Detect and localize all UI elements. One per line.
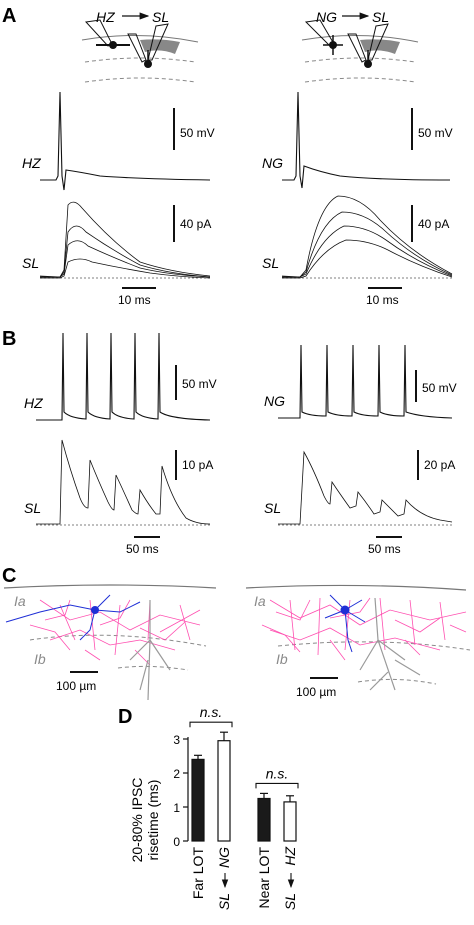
category-label: HZ SL (282, 847, 298, 911)
category-label-pre: Near LOT (256, 847, 272, 909)
time-scale-label: 10 ms (118, 293, 151, 307)
category-label: Far LOT (190, 847, 206, 900)
voltage-trace-label: NG (262, 155, 283, 171)
panel-a-right-title: NG SL (316, 9, 389, 25)
bar (257, 797, 271, 842)
voltage-trace-single-spike (282, 91, 451, 189)
chart-bars (191, 731, 297, 842)
bar (217, 740, 231, 842)
voltage-scale-label: 50 mV (182, 377, 217, 391)
ipsc-traces (281, 195, 453, 279)
y-tick-label: 1 (173, 801, 180, 815)
current-trace-label: SL (24, 500, 41, 516)
current-scale-label: 40 pA (180, 217, 211, 231)
current-scale-bar: 20 pA (417, 450, 455, 480)
morphology-scale-label: 100 µm (56, 679, 96, 693)
pair-post-label: SL (372, 9, 389, 25)
current-scale-bar: 40 pA (173, 205, 211, 242)
time-scale-bar: 50 ms (368, 536, 402, 556)
time-scale-bar: 10 ms (366, 287, 402, 307)
time-scale-label: 10 ms (366, 293, 399, 307)
y-tick-label: 2 (173, 767, 180, 781)
current-trace-label: SL (264, 500, 281, 516)
ipsc-train-trace (36, 439, 211, 525)
category-label: NG SL (216, 847, 232, 910)
bar (283, 801, 297, 842)
time-scale-bar: 10 ms (118, 287, 156, 307)
morphology-reconstruction-right (245, 584, 471, 691)
category-label-post: SL (282, 893, 298, 910)
panel-letter-c: C (2, 565, 16, 587)
voltage-train-trace (36, 332, 211, 421)
y-axis-title: 20-80% IPSC risetime (ms) (129, 778, 161, 863)
bar-chart: 20-80% IPSC risetime (ms) 0 1 2 3 n.s.n.s. … (129, 704, 299, 911)
morphology-scale-bar: 100 µm (296, 677, 338, 699)
pair-pre-label: HZ (96, 9, 115, 25)
significance-bracket (189, 721, 233, 728)
panel-a-left-title: HZ SL (96, 9, 169, 25)
category-label-pre: NG (216, 847, 232, 868)
morphology-scale-label: 100 µm (296, 685, 336, 699)
panel-letter-d: D (118, 706, 132, 728)
category-label-pre: Far LOT (190, 847, 206, 900)
layer-label-top: Ia (14, 593, 26, 609)
voltage-trace-label: NG (264, 393, 285, 409)
chart-significance: n.s. n.s. (189, 704, 299, 789)
morphology-reconstruction-left (3, 584, 217, 701)
layer-label-bottom: Ib (34, 651, 46, 667)
current-scale-bar: 40 pA (411, 205, 449, 242)
current-scale-label: 20 pA (424, 458, 455, 472)
chart-category-labels: Far LOT NG SL Near LOT HZ SL (190, 847, 298, 911)
time-scale-bar: 50 ms (126, 536, 160, 556)
voltage-scale-bar: 50 mV (175, 365, 217, 400)
layer-label-bottom: Ib (276, 651, 288, 667)
voltage-trace-label: HZ (22, 155, 41, 171)
category-label-pre: HZ (282, 847, 298, 866)
time-scale-label: 50 ms (368, 542, 401, 556)
y-axis-title-line2: risetime (ms) (145, 780, 161, 861)
current-scale-label: 40 pA (418, 217, 449, 231)
voltage-trace-label: HZ (24, 395, 43, 411)
ipsc-traces (39, 201, 211, 279)
panel-letter-a: A (2, 5, 16, 27)
current-trace-label: SL (262, 255, 279, 271)
pair-post-label: SL (152, 9, 169, 25)
category-label: Near LOT (256, 847, 272, 909)
pair-pre-label: NG (316, 9, 337, 25)
layer-label-top: Ia (254, 593, 266, 609)
category-label-post: SL (216, 893, 232, 910)
recording-schematic-right (301, 19, 419, 83)
voltage-scale-bar: 50 mV (411, 108, 453, 150)
voltage-trace-single-spike (40, 91, 211, 191)
recording-schematic-left (81, 19, 199, 83)
current-trace-label: SL (22, 255, 39, 271)
voltage-scale-label: 50 mV (180, 126, 215, 140)
current-scale-label: 10 pA (182, 458, 213, 472)
current-scale-bar: 10 pA (175, 450, 213, 480)
significance-bracket (255, 782, 299, 789)
ipsc-train-trace (278, 450, 453, 525)
voltage-scale-label: 50 mV (422, 381, 457, 395)
y-tick-label: 0 (173, 835, 180, 849)
panel-letter-b: B (2, 328, 16, 350)
chart-axis: 0 1 2 3 (173, 733, 189, 849)
significance-label: n.s. (266, 765, 289, 781)
significance-label: n.s. (200, 704, 223, 720)
voltage-scale-bar: 50 mV (173, 108, 215, 150)
voltage-scale-label: 50 mV (418, 126, 453, 140)
bar (191, 758, 205, 842)
y-tick-label: 3 (173, 733, 180, 747)
y-axis-title-line1: 20-80% IPSC (129, 778, 145, 863)
voltage-train-trace (278, 344, 453, 419)
time-scale-label: 50 ms (126, 542, 159, 556)
voltage-scale-bar: 50 mV (415, 370, 457, 402)
morphology-scale-bar: 100 µm (56, 671, 98, 693)
